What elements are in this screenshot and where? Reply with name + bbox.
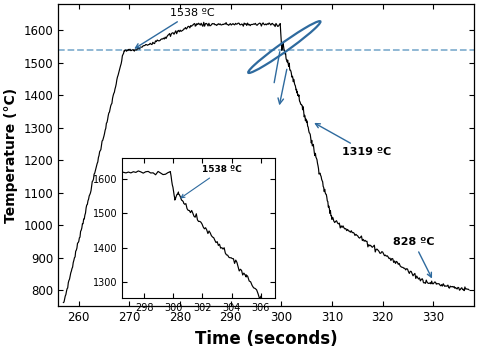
- Y-axis label: Temperature (°C): Temperature (°C): [4, 88, 18, 223]
- Text: 1319 ºC: 1319 ºC: [315, 124, 391, 157]
- Text: 1538 ºC: 1538 ºC: [135, 7, 215, 48]
- Text: 1538 ºC: 1538 ºC: [181, 165, 242, 198]
- X-axis label: Time (seconds): Time (seconds): [195, 330, 337, 348]
- Text: 828 ºC: 828 ºC: [393, 237, 434, 277]
